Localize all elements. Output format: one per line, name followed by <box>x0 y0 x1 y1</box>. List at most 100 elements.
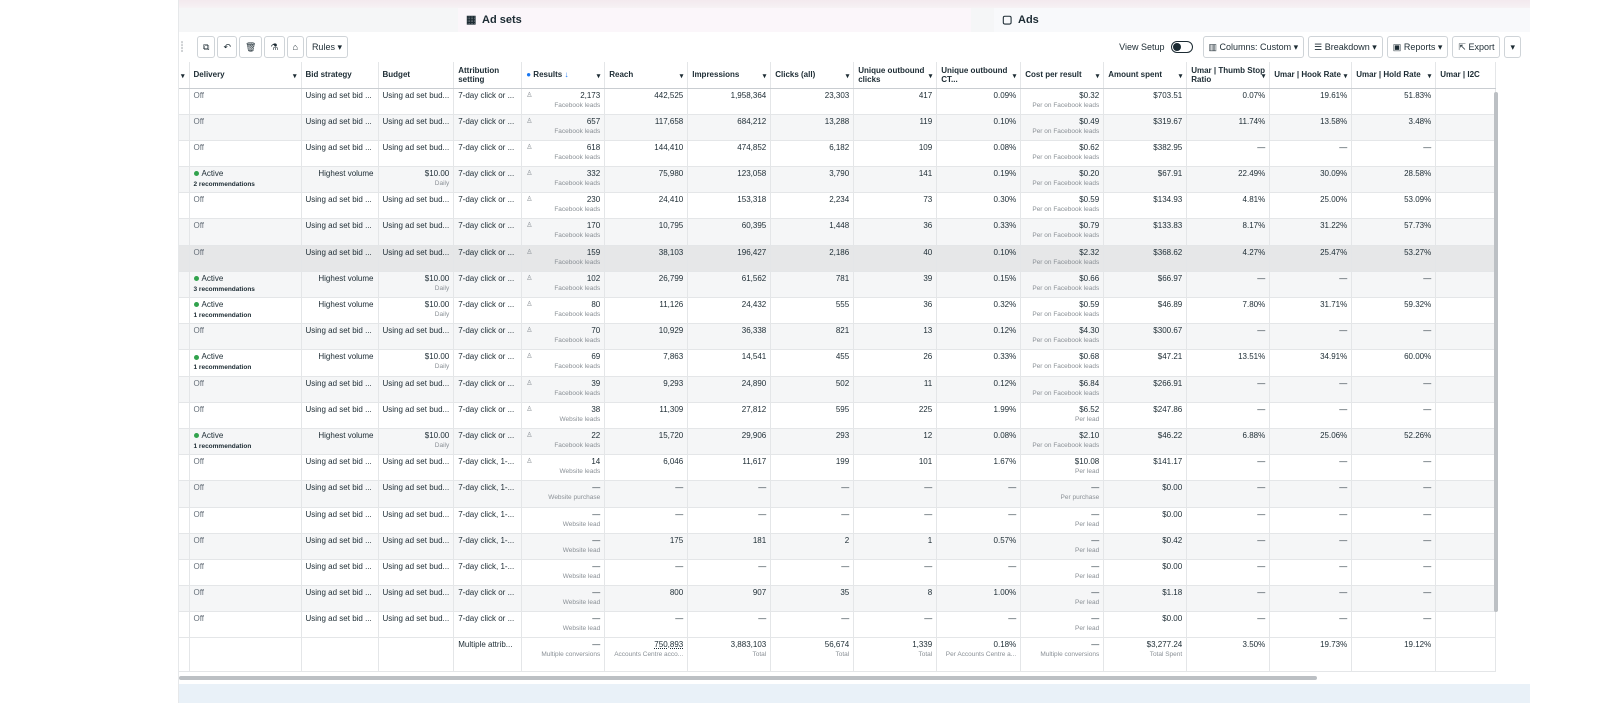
vertical-scrollbar[interactable] <box>1494 92 1498 612</box>
col-prev[interactable]: ▾ <box>179 62 190 89</box>
row-select-cell[interactable] <box>179 140 190 168</box>
col-unique-outbound-clicks[interactable]: Unique outbound clicks ▾ <box>853 62 938 89</box>
col-cpr-cell: $0.66 Per on Facebook leads <box>1020 271 1105 299</box>
row-select-cell[interactable] <box>179 114 190 141</box>
table-row[interactable]: Off Using ad set bid ... Using ad set bud.… <box>179 533 1497 560</box>
row-select-cell[interactable] <box>179 533 190 560</box>
row-select-cell[interactable] <box>179 559 190 587</box>
col-reach[interactable]: Reach ▾ <box>604 62 689 89</box>
ab-test-button[interactable]: ⚗ <box>264 36 285 58</box>
table-row[interactable]: Off Using ad set bid ... Using ad set bud.… <box>179 245 1497 272</box>
duplicate-button[interactable]: ⧉ <box>197 36 216 58</box>
recommendations-link[interactable]: 2 recommendations <box>193 181 255 189</box>
rules-button[interactable]: Rules ▾ <box>305 36 348 58</box>
recommendations-link[interactable]: 3 recommendations <box>193 285 255 293</box>
col-cost-per-result[interactable]: Cost per result ▾ <box>1020 62 1105 89</box>
row-select-cell[interactable] <box>179 454 190 482</box>
row-select-cell[interactable] <box>179 428 190 456</box>
col-budget[interactable]: Budget <box>378 62 455 89</box>
table-row[interactable]: Off Using ad set bid ... Using ad set bud.… <box>179 559 1497 587</box>
recommendations-link[interactable]: 1 recommendation <box>193 364 252 372</box>
table-row[interactable]: Active 1 recommendation Highest volume $10.… <box>179 297 1497 325</box>
row-select-cell[interactable] <box>179 271 190 299</box>
breakdown-button[interactable]: ☰ Breakdown ▾ <box>1308 36 1383 58</box>
tag-button[interactable]: ⌂ <box>286 36 304 58</box>
col-reach-cell: 15,720 <box>604 428 689 456</box>
col-results-cell: ♙ 159 Facebook leads <box>521 245 606 272</box>
col-i2c[interactable]: Umar | I2C <box>1435 62 1497 89</box>
table-row[interactable]: Active 1 recommendation Highest volume $10.… <box>179 428 1497 456</box>
undo-button[interactable]: ↶ <box>217 36 237 58</box>
col-attribution[interactable]: Attribution setting <box>453 62 523 89</box>
delete-button[interactable]: 🗑 <box>238 36 263 58</box>
recommendations-link[interactable]: 1 recommendation <box>193 312 252 319</box>
table-row[interactable]: Off Using ad set bid ... Using ad set bud.… <box>179 376 1497 403</box>
table-row[interactable]: Off Using ad set bid ... Using ad set bud.… <box>179 192 1497 220</box>
row-select-cell[interactable] <box>179 376 190 403</box>
table-row[interactable]: Off Using ad set bid ... Using ad set bud.… <box>179 323 1497 351</box>
col-uctr-cell: — <box>936 611 1022 639</box>
col-bid-strategy[interactable]: Bid strategy <box>301 62 379 89</box>
reports-button[interactable]: ▣ Reports ▾ <box>1386 36 1449 58</box>
totals-row: Multiple attrib... — Multiple conversions… <box>179 637 1497 673</box>
table-row[interactable]: Off Using ad set bid ... Using ad set bud.… <box>179 507 1497 534</box>
col-thumb-stop[interactable]: Umar | Thumb Stop Ratio ▾ <box>1186 62 1271 89</box>
col-hold-rate[interactable]: Umar | Hold Rate ▾ <box>1351 62 1437 89</box>
columns-button[interactable]: ▥ Columns: Custom ▾ <box>1202 36 1305 58</box>
row-select-cell[interactable] <box>179 297 190 325</box>
col-delivery[interactable]: Delivery ▾ <box>189 62 302 89</box>
table-row[interactable]: Off Using ad set bid ... Using ad set bud.… <box>179 585 1497 613</box>
col-uoc-cell: 36 <box>853 297 938 325</box>
col-impressions[interactable]: Impressions ▾ <box>687 62 772 89</box>
table-row[interactable]: Off Using ad set bid ... Using ad set bud.… <box>179 88 1497 115</box>
table-row[interactable]: Active 3 recommendations Highest volume $10… <box>179 271 1497 299</box>
row-select-cell[interactable] <box>179 507 190 534</box>
col-cpr-cell: — Per lead <box>1020 533 1105 560</box>
col-uctr-cell: 0.12% <box>936 323 1022 351</box>
col-hook-rate[interactable]: Umar | Hook Rate ▾ <box>1269 62 1353 89</box>
row-select-cell[interactable] <box>179 480 190 508</box>
col-unique-outbound-ctr[interactable]: Unique outbound CT... ▾ <box>936 62 1022 89</box>
person-icon: ♙ <box>526 91 533 99</box>
table-row[interactable]: Off Using ad set bid ... Using ad set bud.… <box>179 114 1497 141</box>
row-select-cell[interactable] <box>179 218 190 246</box>
col-clicks[interactable]: Clicks (all) ▾ <box>770 62 855 89</box>
table-row[interactable]: Off Using ad set bid ... Using ad set bud.… <box>179 454 1497 482</box>
row-select-cell[interactable] <box>179 245 190 272</box>
attribution-cell: 7-day click or ... <box>453 585 523 613</box>
row-select-cell[interactable] <box>179 585 190 613</box>
view-setup-toggle[interactable] <box>1170 41 1193 53</box>
col-amount-spent[interactable]: Amount spent ▾ <box>1103 62 1188 89</box>
row-select-cell[interactable] <box>179 349 190 377</box>
export-button[interactable]: ⇱ Export <box>1452 36 1501 58</box>
budget-cell: Using ad set bud... <box>378 88 455 115</box>
row-select-cell[interactable] <box>179 166 190 194</box>
tab-ads[interactable]: ▢ Ads <box>994 8 1530 32</box>
row-select-cell[interactable] <box>179 192 190 220</box>
export-menu-button[interactable]: ▾ <box>1504 36 1521 58</box>
delivery-cell: Active 1 recommendation <box>189 349 302 377</box>
table-row[interactable]: Active 2 recommendations Highest volume $10… <box>179 166 1497 194</box>
attribution-cell: 7-day click, 1-... <box>453 507 523 534</box>
table-row[interactable]: Off Using ad set bid ... Using ad set bud.… <box>179 611 1497 639</box>
recommendations-link[interactable]: 1 recommendation <box>193 442 252 450</box>
tab-adsets[interactable]: ▦ Ad sets <box>458 8 971 32</box>
delivery-status: Off <box>193 561 205 571</box>
row-select-cell[interactable] <box>179 323 190 351</box>
bid-strategy-cell: Highest volume <box>301 166 379 194</box>
table-row[interactable]: Off Using ad set bid ... Using ad set bud.… <box>179 218 1497 246</box>
delivery-cell: Off <box>189 533 302 560</box>
col-results[interactable]: ● Results ↓ ▾ <box>521 62 606 89</box>
person-icon: ♙ <box>526 222 533 230</box>
table-row[interactable]: Active 1 recommendation Highest volume $10.… <box>179 349 1497 377</box>
more-actions-icon[interactable]: ┊ <box>179 41 186 53</box>
table-row[interactable]: Off Using ad set bid ... Using ad set bud.… <box>179 480 1497 508</box>
table-row[interactable]: Off Using ad set bid ... Using ad set bud.… <box>179 402 1497 429</box>
table-row[interactable]: Off Using ad set bid ... Using ad set bud.… <box>179 140 1497 168</box>
col-reach-cell: 9,293 <box>604 376 689 403</box>
row-select-cell[interactable] <box>179 611 190 639</box>
row-select-cell[interactable] <box>179 402 190 429</box>
horizontal-scrollbar[interactable] <box>179 676 1317 680</box>
col-impressions-cell: 196,427 <box>687 245 772 272</box>
row-select-cell[interactable] <box>179 88 190 115</box>
